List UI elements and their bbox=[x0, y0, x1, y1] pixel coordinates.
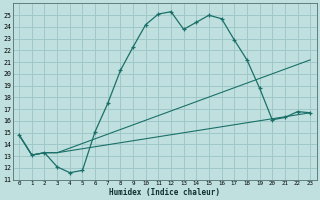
X-axis label: Humidex (Indice chaleur): Humidex (Indice chaleur) bbox=[109, 188, 220, 197]
